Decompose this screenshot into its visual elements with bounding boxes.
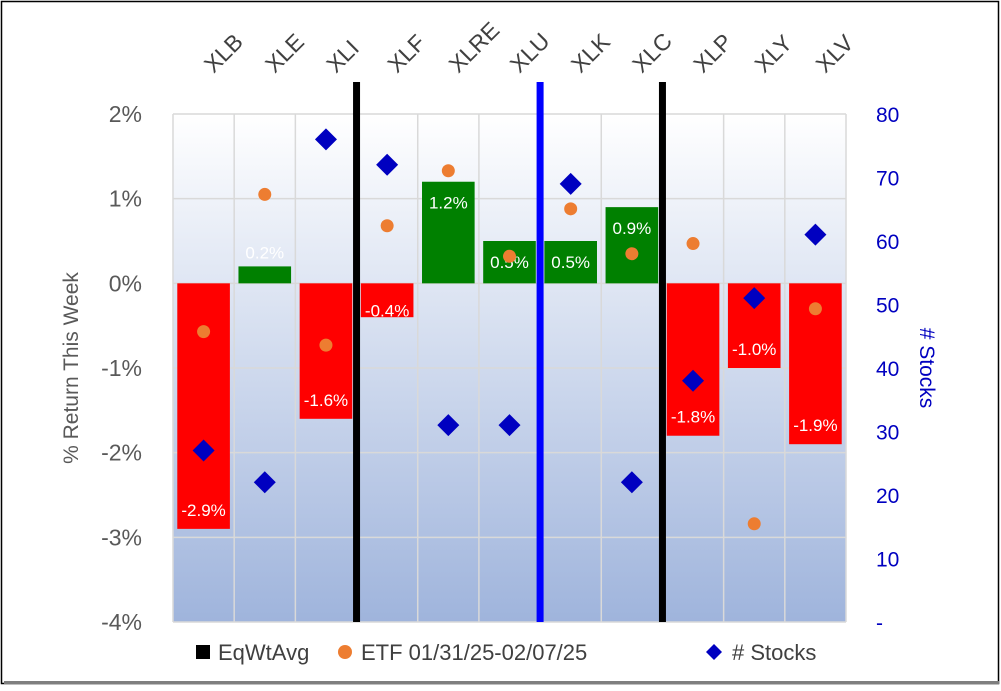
legend-label-etf: ETF 01/31/25-02/07/25 (361, 640, 587, 665)
y2tick-label: 10 (876, 549, 899, 572)
stocks-diamond-xlb (192, 439, 215, 462)
left-axis-ticks: 2% 1% 0% -1% -2% -3% -4% (101, 101, 142, 635)
bar-xlb (177, 283, 230, 529)
bar-xlre (422, 181, 475, 284)
etf-dot-xlb (197, 325, 211, 339)
stocks-diamond-xlu (498, 414, 521, 437)
y2tick-label: 50 (876, 295, 899, 318)
bar-label-xli: -1.6% (304, 391, 348, 410)
stocks-diamond-xli (314, 128, 337, 151)
dots-etf (197, 164, 822, 531)
y2tick-label: 80 (876, 104, 899, 127)
legend-swatch-etf (338, 645, 352, 659)
y2-axis-title: # Stocks (915, 328, 938, 409)
right-axis-ticks: 80 70 60 50 40 30 20 10 - (876, 104, 899, 635)
bar-xlc (605, 207, 659, 284)
bar-xlk (544, 241, 597, 284)
bar-label-xlf: -0.4% (365, 301, 409, 320)
stocks-diamond-xlre (437, 414, 460, 437)
stocks-diamond-xlp (682, 369, 705, 392)
y-axis-title: % Return This Week (60, 272, 83, 464)
legend: EqWtAvg ETF 01/31/25-02/07/25 # Stocks (196, 640, 816, 665)
stocks-diamond-xlv (804, 223, 827, 246)
y2tick-label: 20 (876, 485, 899, 508)
y2tick-label: - (876, 612, 883, 635)
chart-border-shadow (4, 681, 999, 684)
ytick-label: 1% (109, 186, 142, 212)
ytick-label: 2% (109, 101, 142, 127)
ytick-label: -2% (101, 440, 142, 466)
etf-dot-xlc (625, 247, 639, 261)
bar-xlf (360, 283, 414, 318)
etf-dot-xly (747, 517, 761, 531)
ytick-label: -3% (101, 524, 142, 550)
stocks-diamond-xlk (559, 172, 582, 195)
etf-dot-xlf (380, 219, 394, 233)
bar-label-xlk: 0.5% (551, 253, 590, 272)
etf-dot-xlp (686, 237, 700, 251)
etf-dot-xlv (808, 302, 822, 316)
etf-dot-xlu (503, 249, 516, 263)
etf-dot-xli (319, 338, 333, 352)
bar-label-xlp: -1.8% (671, 408, 715, 427)
legend-label-stocks: # Stocks (732, 640, 816, 665)
ytick-label: -1% (101, 355, 142, 381)
diamonds-stocks (192, 128, 827, 494)
bar-label-xly: -1.0% (732, 340, 776, 359)
bar-label-xlb: -2.9% (181, 501, 225, 520)
stocks-diamond-xly (743, 287, 766, 310)
ytick-label: 0% (109, 270, 142, 296)
sector-separators (353, 82, 666, 622)
stocks-diamond-xlc (620, 471, 643, 494)
y2tick-label: 60 (876, 231, 899, 254)
etf-dot-xlk (564, 202, 578, 216)
y2tick-label: 30 (876, 422, 899, 445)
legend-label-eqwtavg: EqWtAvg (218, 640, 309, 665)
bar-data-labels: -2.9%0.2%-1.6%-0.4%1.2%0.5%0.5%0.9%-1.8%… (181, 194, 837, 520)
bar-xlp (666, 283, 720, 436)
stocks-diamond-xlf (376, 153, 399, 176)
bar-xle (238, 266, 292, 284)
bar-label-xlc: 0.9% (612, 219, 651, 238)
legend-swatch-eqwtavg (196, 645, 210, 659)
bar-label-xlv: -1.9% (793, 416, 837, 435)
y2tick-label: 40 (876, 358, 899, 381)
ytick-label: -4% (101, 609, 142, 635)
etf-dot-xlre (441, 164, 455, 178)
legend-swatch-stocks (706, 644, 722, 660)
y2tick-label: 70 (876, 168, 899, 191)
bar-label-xle: 0.2% (245, 243, 284, 262)
stocks-diamond-xle (253, 471, 276, 494)
etf-dot-xle (258, 187, 272, 201)
bar-label-xlre: 1.2% (429, 194, 468, 213)
